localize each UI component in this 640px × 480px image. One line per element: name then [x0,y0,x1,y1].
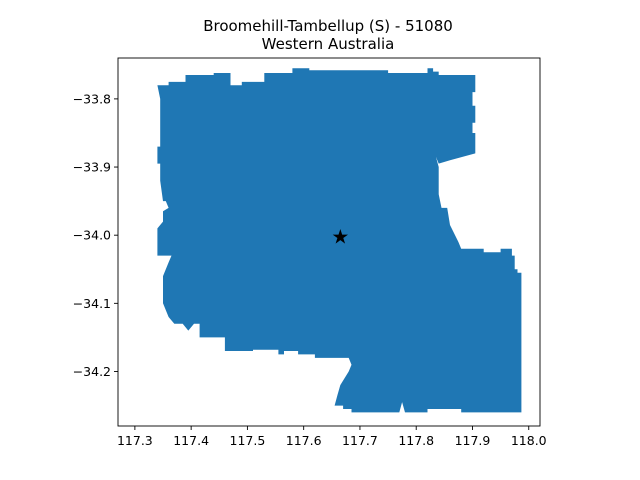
x-axis-ticks: 117.3 117.4 117.5 117.6 117.7 117.8 117.9 118.0 [117,426,547,448]
x-tick-label: 117.8 [398,433,434,448]
lga-region-polygon [157,68,522,413]
x-tick-label: 117.7 [342,433,378,448]
centroid-star-marker: ★ [331,225,349,249]
title-line-1: Broomehill-Tambellup (S) - 51080 [203,17,453,35]
plot-area: ★ [157,68,522,413]
y-tick-label: −34.2 [73,364,111,379]
title-line-2: Western Australia [262,35,395,53]
y-tick-label: −33.8 [73,91,111,106]
y-tick-label: −33.9 [73,160,111,175]
x-tick-label: 117.9 [455,433,491,448]
x-tick-label: 117.5 [230,433,266,448]
y-tick-label: −34.0 [73,228,111,243]
x-tick-label: 118.0 [511,433,547,448]
axes-frame [117,57,541,427]
y-tick-label: −34.1 [73,296,111,311]
x-tick-label: 117.6 [286,433,322,448]
y-axis-ticks: −33.8 −33.9 −34.0 −34.1 −34.2 [73,91,118,379]
x-tick-label: 117.4 [173,433,209,448]
x-tick-label: 117.3 [117,433,153,448]
